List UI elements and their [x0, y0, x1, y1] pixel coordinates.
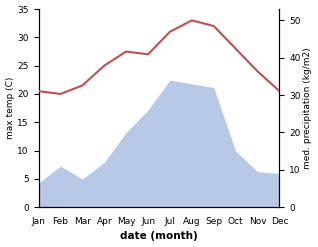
- Y-axis label: med. precipitation (kg/m2): med. precipitation (kg/m2): [303, 47, 313, 169]
- Y-axis label: max temp (C): max temp (C): [5, 77, 15, 139]
- X-axis label: date (month): date (month): [120, 231, 198, 242]
